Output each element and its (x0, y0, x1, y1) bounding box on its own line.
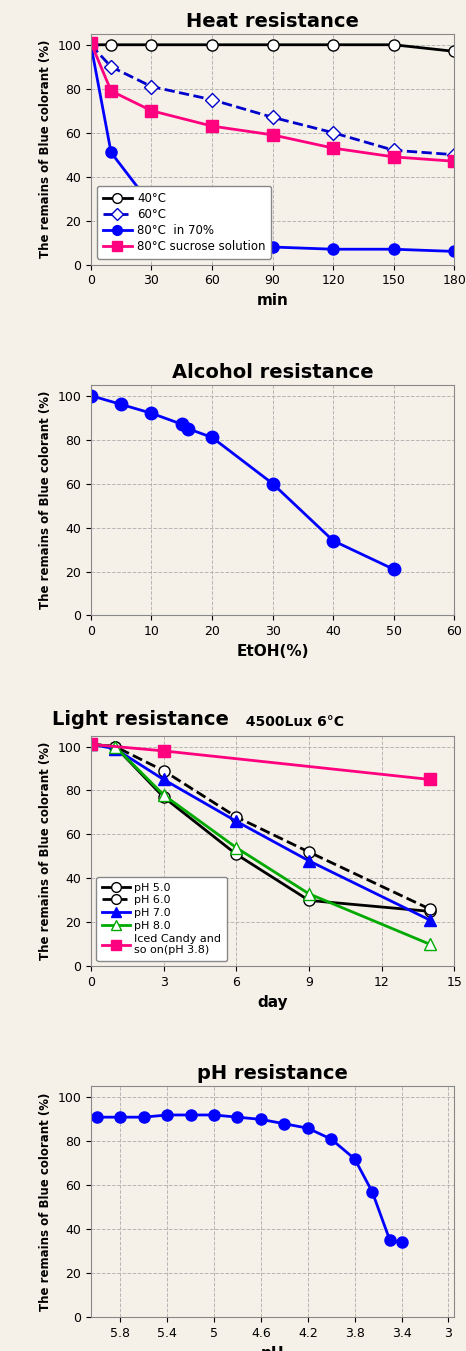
Y-axis label: The remains of Blue colorant (%): The remains of Blue colorant (%) (39, 742, 52, 961)
X-axis label: day: day (257, 994, 288, 1009)
Title: pH resistance: pH resistance (197, 1065, 348, 1084)
Legend: 40°C, 60°C, 80°C  in 70%, 80°C sucrose solution: 40°C, 60°C, 80°C in 70%, 80°C sucrose so… (97, 186, 271, 258)
Y-axis label: The remains of Blue colorant (%): The remains of Blue colorant (%) (39, 41, 52, 258)
Legend: pH 5.0, pH 6.0, pH 7.0, pH 8.0, Iced Candy and
so on(pH 3.8): pH 5.0, pH 6.0, pH 7.0, pH 8.0, Iced Can… (96, 877, 227, 961)
X-axis label: min: min (257, 293, 288, 308)
Text: Light resistance: Light resistance (52, 709, 229, 728)
Text: 4500Lux 6°C: 4500Lux 6°C (236, 715, 344, 728)
Title: Heat resistance: Heat resistance (186, 12, 359, 31)
X-axis label: EtOH(%): EtOH(%) (236, 644, 309, 659)
Y-axis label: The remains of Blue colorant (%): The remains of Blue colorant (%) (39, 1093, 52, 1310)
X-axis label: pH: pH (261, 1346, 284, 1351)
Y-axis label: The remains of Blue colorant (%): The remains of Blue colorant (%) (39, 390, 52, 609)
Title: Alcohol resistance: Alcohol resistance (172, 362, 373, 382)
